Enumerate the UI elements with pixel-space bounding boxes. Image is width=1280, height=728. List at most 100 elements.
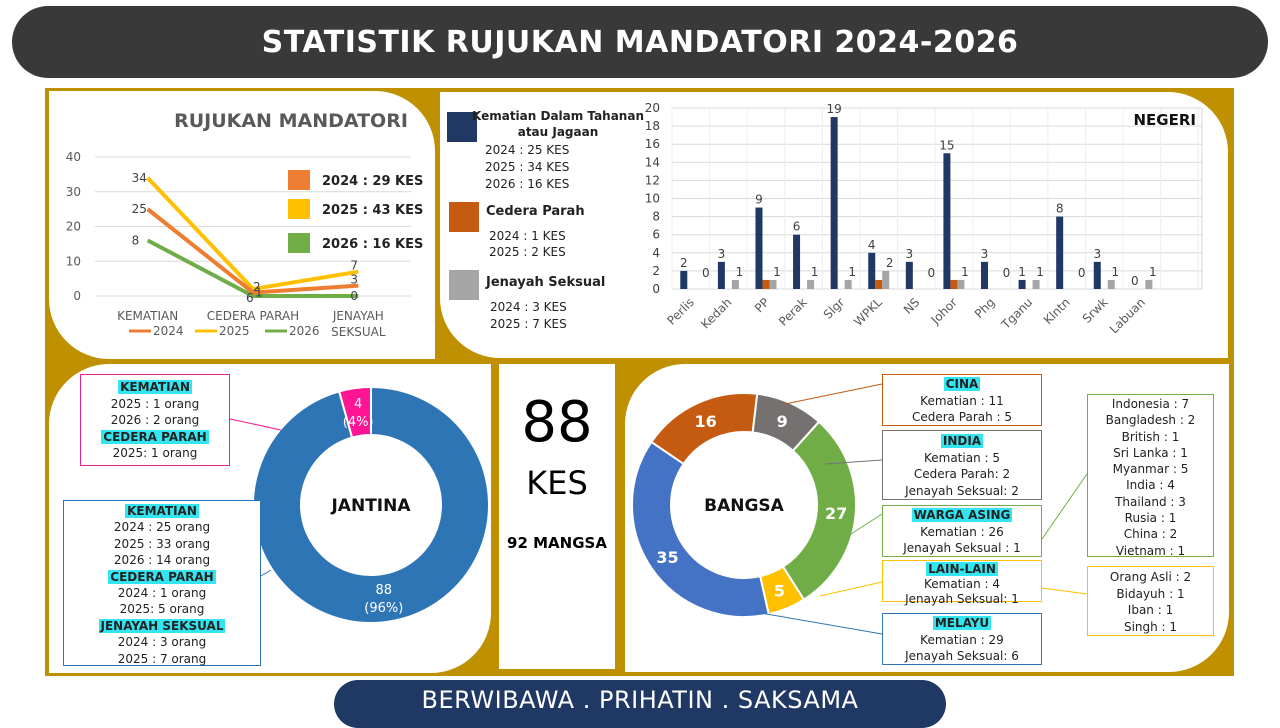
- line-legend-label: 2026: [289, 324, 320, 338]
- race-leader-line: [1041, 473, 1088, 540]
- bar-Labuan-2: [1145, 279, 1153, 289]
- melayu-box-line: Kematian : 29: [920, 632, 1004, 647]
- gender-panel: 88 (96%) 4 (4%) JANTINA KEMATIAN 2025 : 1 ora…: [49, 364, 491, 673]
- bar-Johor-1: [950, 279, 958, 289]
- male-box-heading: CEDERA PARAH: [108, 569, 216, 584]
- lainlain-box-line: Singh : 1: [1123, 619, 1178, 634]
- bar-xtick-label: Slgr: [821, 295, 848, 322]
- bar-legend-title: Kematian Dalam Tahanan: [472, 109, 644, 123]
- gender-slice-0: [252, 385, 490, 624]
- gender-slice-value: 4: [354, 397, 362, 412]
- male-box-line: 2024 : 1 orang: [117, 586, 207, 601]
- negara-box-line: China : 2: [1123, 527, 1178, 542]
- bar-ytick-label: 20: [645, 101, 660, 115]
- bar-WPKL-1: [875, 279, 883, 289]
- gender-slice-pct: (4%): [343, 415, 374, 430]
- bar-Tganu-2: [1032, 279, 1040, 289]
- line-point-label: 2: [253, 280, 261, 294]
- summary-label: 2026 : 16 KES: [322, 237, 423, 252]
- bar-legend-line: 2024 : 1 KES: [489, 229, 566, 243]
- line-series-2026: [146, 238, 359, 298]
- bar-data-label: 15: [939, 138, 954, 152]
- lain-lain-box: LAIN-LAIN Kematian : 4 Jenayah Seksual: 1: [882, 560, 1042, 606]
- bar-xtick-label: Perlis: [664, 295, 697, 328]
- negara-box-line: Rusia : 1: [1124, 511, 1177, 526]
- bar-data-label: 1: [811, 265, 819, 279]
- bar-ytick-label: 10: [645, 192, 660, 206]
- warga-asing-box: WARGA ASING Kematian : 26 Jenayah Seksual …: [882, 505, 1042, 557]
- bar-Phg-0: [981, 261, 989, 289]
- negara-box-line: Sri Lanka : 1: [1113, 445, 1188, 460]
- bar-WPKL-2: [882, 270, 890, 289]
- race-center-label: BANGSA: [704, 496, 785, 516]
- negara-box-line: India : 4: [1126, 478, 1175, 493]
- line-point-label: 6: [246, 291, 254, 305]
- line-legend-label: 2025: [219, 324, 250, 338]
- gender-donut-chart: 88 (96%) 4 (4%) JANTINA: [229, 385, 490, 624]
- india-box-line: Cedera Parah: 2: [913, 467, 1011, 481]
- line-point-label: 8: [132, 233, 140, 247]
- line-point-label: 1: [255, 286, 263, 300]
- foreign-nationality-box: Indonesia : 7 Bangladesh : 2 British : 1 Sr…: [1087, 394, 1214, 558]
- total-panel: 88 KES 92 MANGSA: [499, 364, 615, 669]
- bar-data-label: 1: [1149, 265, 1157, 279]
- summary-swatch: [288, 199, 310, 219]
- footer-slogan: BERWIBAWA . PRIHATIN . SAKSAMA: [421, 686, 859, 714]
- bar-legend-title: atau Jagaan: [518, 125, 599, 139]
- lainlain-box-line: Bidayuh : 1: [1116, 586, 1185, 601]
- bar-legend-swatch: [447, 112, 477, 142]
- cina-box-heading: CINA: [943, 377, 981, 391]
- race-panel: 16 9 27 5 35 BANGSA CINA Kematian : 11 Cedera P…: [625, 364, 1229, 672]
- race-slice-label: 16: [695, 412, 717, 431]
- bar-data-label: 4: [868, 238, 876, 252]
- bar-data-label: 19: [827, 102, 842, 116]
- bar-xtick-label: Kedah: [698, 295, 734, 331]
- race-leader-line: [784, 383, 883, 405]
- bar-legend-line: 2026 : 16 KES: [485, 177, 569, 191]
- line-xtick-label: SEKSUAL: [331, 325, 386, 339]
- gender-center-label: JANTINA: [330, 496, 411, 516]
- india-box-line: Jenayah Seksual: 2: [905, 483, 1019, 498]
- male-box-line: 2024 : 3 orang: [117, 635, 207, 650]
- bar-WPKL-0: [868, 252, 876, 289]
- bar-Srwk-0: [1093, 261, 1101, 289]
- line-ytick-label: 20: [66, 220, 81, 234]
- lain-box-line: Kematian : 4: [923, 577, 1000, 591]
- bar-data-label: 1: [736, 265, 744, 279]
- bar-chart: Kematian Dalam Tahanan atau Jagaan 2024 : …: [447, 101, 1203, 336]
- bar-legend-line: 2025 : 34 KES: [485, 160, 569, 174]
- bar-data-label: 2: [886, 256, 894, 270]
- melayu-box-line: Jenayah Seksual: 6: [905, 649, 1019, 663]
- negara-box-line: Thailand : 3: [1115, 494, 1186, 509]
- race-leader-line: [824, 459, 883, 465]
- race-donut-chart: 16 9 27 5 35 BANGSA: [631, 383, 1088, 635]
- bar-legend-line: 2025 : 7 KES: [490, 317, 567, 331]
- bar-Perak-0: [793, 234, 801, 289]
- race-slice-label: 35: [656, 548, 678, 567]
- line-ytick-label: 40: [66, 150, 81, 164]
- summary-swatch: [288, 233, 310, 253]
- bar-data-label: 1: [848, 265, 856, 279]
- bar-data-label: 1: [1018, 265, 1026, 279]
- female-box-line: CEDERA PARAH: [81, 429, 229, 446]
- bar-Johor-0: [943, 153, 951, 289]
- male-box-line: 2024 : 25 orang: [113, 520, 211, 535]
- male-box-line: KEMATIAN: [64, 503, 260, 519]
- bar-legend-title: Cedera Parah: [486, 204, 585, 219]
- line-ytick-label: 0: [73, 289, 81, 303]
- melayu-box: MELAYU Kematian : 29 Jenayah Seksual: 6: [882, 613, 1042, 665]
- race-slice-warga-asing: [781, 420, 857, 602]
- bar-data-label: 0: [1131, 274, 1139, 288]
- bar-PP-1: [762, 279, 770, 289]
- bar-xtick-label: Klntn: [1041, 295, 1073, 327]
- bar-PP-0: [755, 207, 763, 289]
- total-victims: 92 MANGSA: [507, 534, 607, 552]
- india-box-line: INDIA: [883, 433, 1041, 450]
- summary-swatch: [288, 170, 310, 190]
- lainlain-box-line: Iban : 1: [1127, 603, 1174, 617]
- bar-Tganu-0: [1018, 279, 1026, 289]
- race-leader-line: [754, 611, 883, 635]
- melayu-box-heading: MELAYU: [932, 616, 992, 630]
- negara-box-line: British : 1: [1121, 429, 1180, 444]
